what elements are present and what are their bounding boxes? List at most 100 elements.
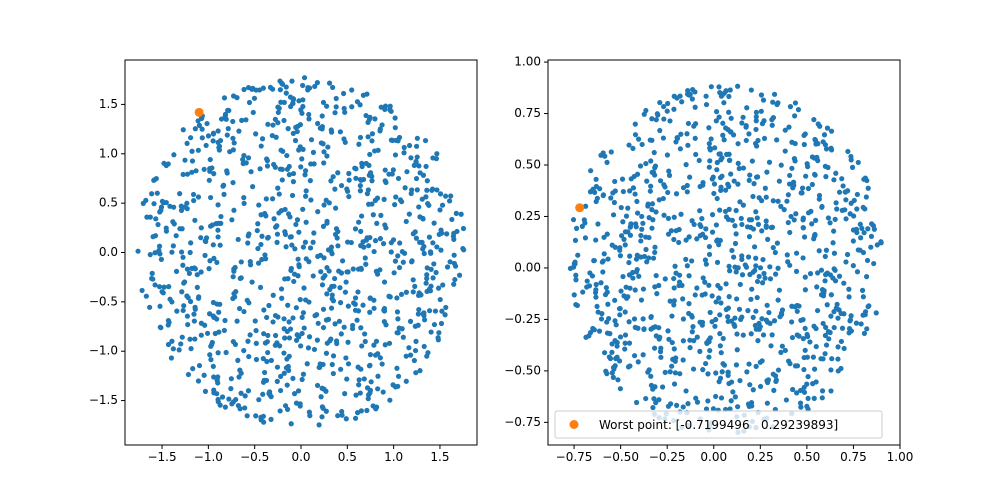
scatter-point [725,372,731,378]
right-sample-points [567,83,884,435]
scatter-point [295,388,302,394]
scatter-point [638,297,645,303]
scatter-point [264,163,271,169]
scatter-point [408,155,414,161]
scatter-point [302,239,309,245]
scatter-point [426,234,433,240]
scatter-point [301,285,307,291]
scatter-point [315,209,321,215]
scatter-point [188,135,194,141]
scatter-point [330,84,336,91]
scatter-point [861,230,867,236]
scatter-point [864,257,871,264]
scatter-point [638,238,644,244]
scatter-point [819,388,826,394]
scatter-point [337,300,344,306]
scatter-point [279,295,285,301]
scatter-point [705,371,711,377]
scatter-point [654,111,660,117]
scatter-point [617,334,624,340]
scatter-point [357,390,363,396]
scatter-point [260,356,266,362]
scatter-point [413,370,419,376]
scatter-point [369,178,375,184]
scatter-point [680,316,687,322]
scatter-point [444,231,450,237]
scatter-point [749,403,755,409]
scatter-point [424,187,430,193]
scatter-point [687,174,693,180]
scatter-point [763,218,769,224]
scatter-point [812,136,818,143]
scatter-point [171,152,177,158]
scatter-point [608,149,614,155]
scatter-point [626,259,632,266]
scatter-point [207,156,213,163]
scatter-point [426,308,433,314]
scatter-point [823,146,830,152]
scatter-point [294,217,301,223]
scatter-point [308,137,315,143]
scatter-point [733,362,740,368]
scatter-point [721,100,727,106]
scatter-point [282,335,288,341]
right-worst-point [575,203,585,213]
scatter-point [375,373,381,379]
scatter-point [749,158,755,164]
scatter-point [245,155,252,161]
scatter-point [395,330,401,336]
scatter-point [202,322,208,328]
scatter-point [245,388,252,394]
scatter-point [635,325,641,331]
scatter-point [632,132,639,138]
scatter-point [224,168,230,174]
scatter-point [367,295,373,301]
scatter-point [161,284,167,290]
scatter-point [404,169,410,175]
scatter-point [692,292,698,298]
scatter-point [315,320,321,326]
scatter-point [258,241,264,248]
scatter-point [791,217,797,223]
scatter-point [622,332,629,338]
scatter-point [815,270,821,276]
scatter-point [843,197,849,203]
scatter-point [800,215,806,221]
scatter-point [828,388,834,394]
x-tick-label: 0.5 [338,450,357,464]
scatter-point [143,197,149,204]
scatter-point [363,112,369,119]
scatter-point [595,221,601,227]
scatter-point [321,202,327,208]
scatter-point [169,338,175,344]
scatter-point [211,171,217,177]
scatter-point [219,394,226,400]
scatter-point [193,168,199,174]
scatter-point [789,319,795,325]
scatter-point [689,96,695,102]
scatter-point [640,220,646,226]
scatter-point [186,270,192,276]
scatter-point [329,292,335,298]
scatter-point [730,389,736,395]
scatter-point [345,339,351,345]
scatter-point [582,203,589,209]
scatter-point [383,225,389,231]
scatter-point [241,308,247,315]
scatter-point [627,223,634,229]
x-tick-label: 0.75 [840,450,867,464]
scatter-point [582,235,589,241]
scatter-point [173,233,179,239]
scatter-point [752,140,759,147]
scatter-point [282,231,289,237]
scatter-point [437,191,444,197]
scatter-point [802,325,808,331]
scatter-point [858,235,864,241]
scatter-point [256,397,262,403]
scatter-point [243,117,249,123]
scatter-point [214,259,220,266]
scatter-point [753,255,759,261]
scatter-point [829,356,835,362]
scatter-point [785,192,791,198]
